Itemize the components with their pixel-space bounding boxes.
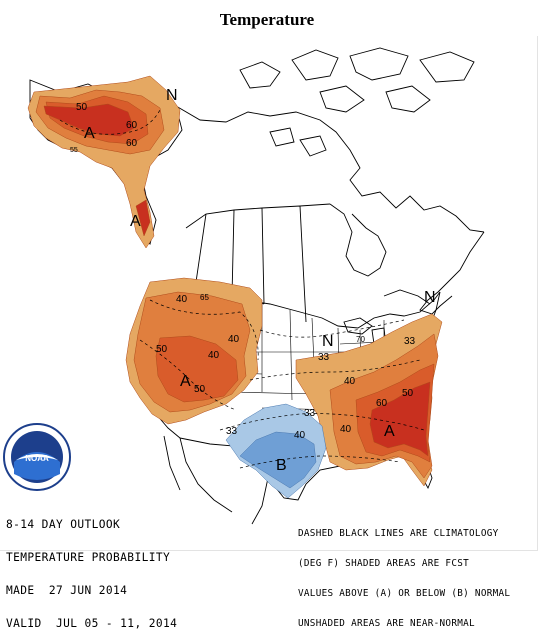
east-above-60 [369, 381, 431, 457]
above-normal-alaska [27, 75, 181, 249]
outlook-info: 8-14 DAY OUTLOOK TEMPERATURE PROBABILITY… [6, 497, 177, 640]
legend-text: DASHED BLACK LINES ARE CLIMATOLOGY (DEG … [298, 509, 510, 639]
category-letters: A N A A N N A B [84, 87, 436, 474]
label-west-50b: 50 [194, 384, 206, 395]
outlook-map-graphic: 50 60 60 55 40 65 40 50 50 40 33 70 33 4… [27, 47, 485, 525]
arctic-islands [239, 47, 475, 157]
legend-line-2: (DEG F) SHADED AREAS ARE FCST [298, 558, 470, 569]
climo-line-central-2 [249, 359, 421, 381]
letter-bc-above: A [130, 213, 141, 230]
west-above-50 [155, 335, 239, 403]
label-alaska-60b: 60 [126, 138, 138, 149]
noaa-logo: NOAA [3, 423, 71, 491]
info-line-1: 8-14 DAY OUTLOOK [6, 518, 121, 531]
label-west-50: 50 [156, 344, 168, 355]
alaska-above-60 [43, 103, 151, 237]
label-central-33: 33 [318, 352, 330, 363]
label-alaska-50: 50 [76, 102, 88, 113]
letter-alaska-above: A [84, 125, 95, 142]
info-line-4: VALID JUL 05 - 11, 2014 [6, 617, 178, 630]
label-west-65: 65 [200, 293, 209, 302]
label-east-40: 40 [344, 376, 356, 387]
mexico-outline [163, 435, 269, 525]
climo-line-west-2 [139, 339, 237, 411]
info-line-3: MADE 27 JUN 2014 [6, 584, 128, 597]
label-alaska-60: 60 [126, 120, 138, 131]
label-alaska-55: 55 [70, 147, 78, 154]
above-normal-east [295, 313, 443, 487]
label-east-40b: 40 [340, 424, 352, 435]
contour-labels: 50 60 60 55 40 65 40 50 50 40 33 70 33 4… [70, 102, 416, 441]
map-title: Temperature [219, 10, 315, 29]
climo-line-south [219, 413, 425, 431]
label-east-60: 60 [376, 398, 388, 409]
label-south-40: 40 [294, 430, 306, 441]
label-east-33: 33 [404, 336, 416, 347]
label-central-70: 70 [356, 335, 365, 344]
climo-line-alaska [59, 109, 161, 135]
label-west-40b: 40 [228, 334, 240, 345]
legend-line-4: UNSHADED AREAS ARE NEAR-NORMAL [298, 618, 475, 629]
climo-line-west-1 [149, 299, 259, 361]
letter-east-near: N [424, 289, 436, 306]
label-south-33: 33 [226, 426, 238, 437]
climatology-lines [59, 109, 425, 469]
letter-south-below: B [276, 457, 287, 474]
label-west-40: 40 [176, 294, 188, 305]
letter-alaska-near: N [166, 87, 178, 104]
legend-line-3: VALUES ABOVE (A) OR BELOW (B) NORMAL [298, 588, 511, 599]
hudson-bay [329, 203, 387, 277]
letter-east-above: A [384, 423, 395, 440]
above-normal-west [125, 277, 263, 425]
canada-arctic-coast [175, 105, 485, 233]
province-lines [185, 203, 431, 323]
legend-line-1: DASHED BLACK LINES ARE CLIMATOLOGY [298, 528, 499, 539]
climo-line-gulf [239, 455, 401, 469]
letter-central-near: N [322, 333, 334, 350]
svg-text:NOAA: NOAA [25, 454, 49, 463]
label-south-33b: 33 [304, 408, 316, 419]
climo-line-central [259, 319, 405, 338]
label-east-50: 50 [402, 388, 414, 399]
label-west-40c: 40 [208, 350, 220, 361]
letter-west-above: A [180, 373, 191, 390]
